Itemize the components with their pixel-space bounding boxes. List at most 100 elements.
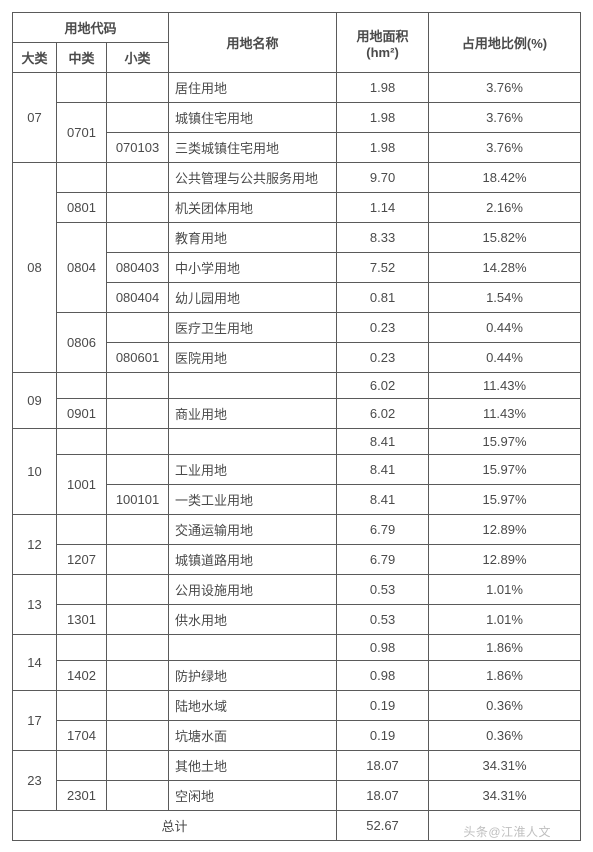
cell-name: 供水用地	[169, 605, 337, 635]
table-row: 1402防护绿地0.981.86%	[13, 661, 581, 691]
table-row: 07居住用地1.983.76%	[13, 73, 581, 103]
table-row: 096.0211.43%	[13, 373, 581, 399]
header-col-c: 小类	[107, 43, 169, 73]
cell-minor: 100101	[107, 485, 169, 515]
cell-minor	[107, 545, 169, 575]
cell-name	[169, 373, 337, 399]
cell-medium	[57, 691, 107, 721]
cell-ratio: 1.86%	[429, 635, 581, 661]
cell-ratio: 1.54%	[429, 283, 581, 313]
cell-area: 0.81	[337, 283, 429, 313]
watermark: 头条@江淮人文	[12, 823, 581, 840]
cell-medium: 0901	[57, 399, 107, 429]
cell-area: 0.53	[337, 605, 429, 635]
cell-name: 幼儿园用地	[169, 283, 337, 313]
cell-medium	[57, 373, 107, 399]
cell-area: 0.53	[337, 575, 429, 605]
land-use-table: 用地代码 用地名称 用地面积 (hm²) 占用地比例(%) 大类 中类 小类 0…	[12, 12, 581, 841]
cell-medium: 1301	[57, 605, 107, 635]
cell-area: 8.41	[337, 455, 429, 485]
table-row: 1301供水用地0.531.01%	[13, 605, 581, 635]
cell-minor	[107, 399, 169, 429]
cell-major: 13	[13, 575, 57, 635]
cell-ratio: 3.76%	[429, 133, 581, 163]
cell-area: 18.07	[337, 751, 429, 781]
cell-name: 中小学用地	[169, 253, 337, 283]
cell-minor	[107, 223, 169, 253]
cell-minor	[107, 721, 169, 751]
cell-minor: 080403	[107, 253, 169, 283]
cell-minor	[107, 635, 169, 661]
header-col-b: 中类	[57, 43, 107, 73]
cell-medium: 0801	[57, 193, 107, 223]
cell-name: 一类工业用地	[169, 485, 337, 515]
cell-name: 城镇道路用地	[169, 545, 337, 575]
cell-medium: 0701	[57, 103, 107, 163]
cell-name: 工业用地	[169, 455, 337, 485]
cell-minor: 070103	[107, 133, 169, 163]
cell-minor	[107, 515, 169, 545]
cell-medium	[57, 515, 107, 545]
cell-medium: 2301	[57, 781, 107, 811]
cell-area: 0.98	[337, 661, 429, 691]
cell-name: 教育用地	[169, 223, 337, 253]
cell-ratio: 1.86%	[429, 661, 581, 691]
cell-area: 6.79	[337, 515, 429, 545]
cell-area: 6.02	[337, 399, 429, 429]
cell-ratio: 14.28%	[429, 253, 581, 283]
cell-area: 1.98	[337, 103, 429, 133]
cell-name: 城镇住宅用地	[169, 103, 337, 133]
table-row: 1207城镇道路用地6.7912.89%	[13, 545, 581, 575]
cell-ratio: 15.97%	[429, 429, 581, 455]
cell-area: 1.14	[337, 193, 429, 223]
cell-minor	[107, 429, 169, 455]
cell-ratio: 11.43%	[429, 399, 581, 429]
cell-ratio: 2.16%	[429, 193, 581, 223]
cell-minor	[107, 661, 169, 691]
cell-ratio: 0.36%	[429, 721, 581, 751]
cell-name: 空闲地	[169, 781, 337, 811]
cell-name: 医疗卫生用地	[169, 313, 337, 343]
cell-minor	[107, 781, 169, 811]
cell-minor	[107, 455, 169, 485]
cell-ratio: 18.42%	[429, 163, 581, 193]
cell-area: 1.98	[337, 73, 429, 103]
cell-ratio: 3.76%	[429, 103, 581, 133]
cell-name: 医院用地	[169, 343, 337, 373]
cell-area: 0.19	[337, 691, 429, 721]
table-row: 108.4115.97%	[13, 429, 581, 455]
table-row: 17陆地水域0.190.36%	[13, 691, 581, 721]
cell-ratio: 0.44%	[429, 343, 581, 373]
table-row: 0804教育用地8.3315.82%	[13, 223, 581, 253]
cell-major: 14	[13, 635, 57, 691]
cell-name	[169, 429, 337, 455]
cell-medium: 1207	[57, 545, 107, 575]
cell-major: 10	[13, 429, 57, 515]
cell-minor	[107, 691, 169, 721]
cell-medium	[57, 635, 107, 661]
header-name: 用地名称	[169, 13, 337, 73]
cell-ratio: 1.01%	[429, 575, 581, 605]
cell-medium: 0804	[57, 223, 107, 313]
cell-ratio: 34.31%	[429, 751, 581, 781]
cell-major: 08	[13, 163, 57, 373]
cell-medium	[57, 429, 107, 455]
cell-name: 公用设施用地	[169, 575, 337, 605]
cell-ratio: 11.43%	[429, 373, 581, 399]
cell-area: 6.79	[337, 545, 429, 575]
header-col-a: 大类	[13, 43, 57, 73]
cell-minor	[107, 313, 169, 343]
cell-minor	[107, 73, 169, 103]
cell-area: 8.33	[337, 223, 429, 253]
cell-medium: 0806	[57, 313, 107, 373]
cell-name: 机关团体用地	[169, 193, 337, 223]
cell-area: 8.41	[337, 485, 429, 515]
cell-medium	[57, 73, 107, 103]
table-body: 07居住用地1.983.76%0701 城镇住宅用地1.983.76% 070103…	[13, 73, 581, 841]
cell-ratio: 12.89%	[429, 515, 581, 545]
header-ratio: 占用地比例(%)	[429, 13, 581, 73]
cell-area: 0.98	[337, 635, 429, 661]
cell-minor	[107, 751, 169, 781]
cell-ratio: 34.31%	[429, 781, 581, 811]
cell-minor	[107, 575, 169, 605]
